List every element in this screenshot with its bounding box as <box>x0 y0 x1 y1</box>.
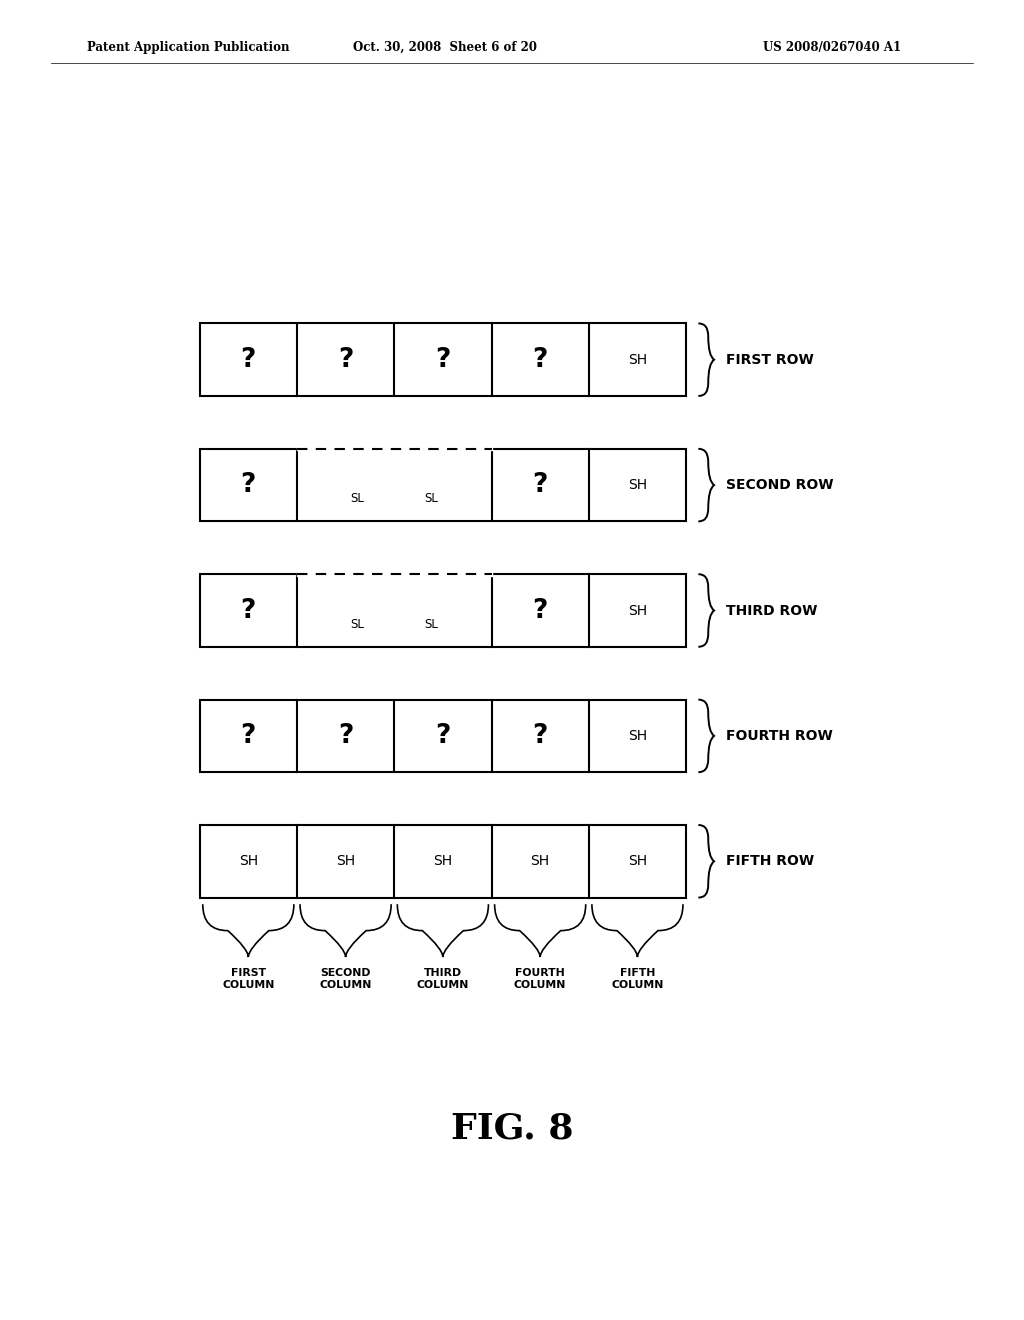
Text: SL: SL <box>424 618 438 631</box>
Text: THIRD
COLUMN: THIRD COLUMN <box>417 968 469 990</box>
Text: ?: ? <box>435 347 451 372</box>
Text: Oct. 30, 2008  Sheet 6 of 20: Oct. 30, 2008 Sheet 6 of 20 <box>353 41 538 54</box>
Text: SH: SH <box>628 352 647 367</box>
Text: ?: ? <box>532 598 548 623</box>
Text: SH: SH <box>628 603 647 618</box>
Text: SECOND ROW: SECOND ROW <box>726 478 834 492</box>
Bar <box>200 700 686 772</box>
Text: ?: ? <box>241 473 256 498</box>
Bar <box>200 449 686 521</box>
Text: FOURTH ROW: FOURTH ROW <box>726 729 834 743</box>
Text: ?: ? <box>241 347 256 372</box>
Text: SH: SH <box>239 854 258 869</box>
Text: FIRST
COLUMN: FIRST COLUMN <box>222 968 274 990</box>
Text: SH: SH <box>336 854 355 869</box>
Text: FOURTH
COLUMN: FOURTH COLUMN <box>514 968 566 990</box>
Text: ?: ? <box>532 347 548 372</box>
Text: ?: ? <box>435 723 451 748</box>
Text: SL: SL <box>350 618 365 631</box>
Text: SH: SH <box>628 729 647 743</box>
Text: SH: SH <box>628 854 647 869</box>
Text: FIFTH
COLUMN: FIFTH COLUMN <box>611 968 664 990</box>
Text: FIRST ROW: FIRST ROW <box>726 352 814 367</box>
Text: FIG. 8: FIG. 8 <box>451 1111 573 1146</box>
Bar <box>200 825 686 898</box>
Text: SH: SH <box>530 854 550 869</box>
Text: SL: SL <box>424 492 438 506</box>
Text: ?: ? <box>241 723 256 748</box>
Text: Patent Application Publication: Patent Application Publication <box>87 41 290 54</box>
Bar <box>200 323 686 396</box>
Text: ?: ? <box>338 347 353 372</box>
Text: US 2008/0267040 A1: US 2008/0267040 A1 <box>763 41 901 54</box>
Text: ?: ? <box>241 598 256 623</box>
Text: SL: SL <box>350 492 365 506</box>
Text: FIFTH ROW: FIFTH ROW <box>726 854 814 869</box>
Text: SECOND
COLUMN: SECOND COLUMN <box>319 968 372 990</box>
Bar <box>200 574 686 647</box>
Text: THIRD ROW: THIRD ROW <box>726 603 818 618</box>
Text: SH: SH <box>628 478 647 492</box>
Text: ?: ? <box>338 723 353 748</box>
Text: ?: ? <box>532 723 548 748</box>
Text: ?: ? <box>532 473 548 498</box>
Text: SH: SH <box>433 854 453 869</box>
